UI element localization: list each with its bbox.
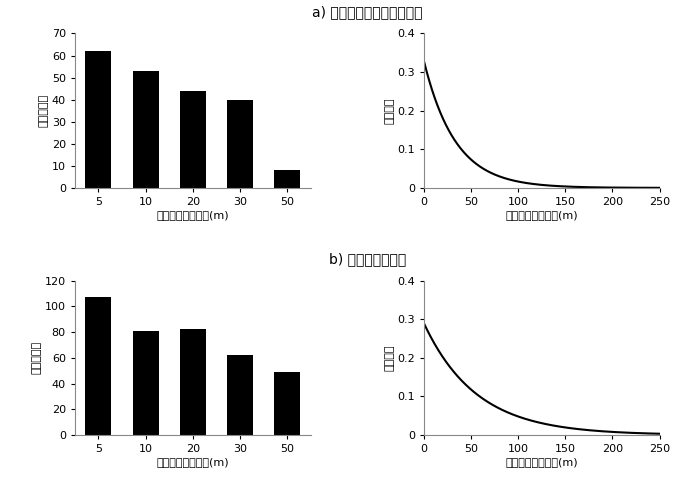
Y-axis label: 到達確率: 到達確率 (384, 98, 394, 124)
X-axis label: 放飼点からの距離(m): 放飼点からの距離(m) (505, 210, 578, 220)
X-axis label: 放飼点からの距離(m): 放飼点からの距離(m) (505, 457, 578, 467)
Bar (274, 372, 300, 435)
Bar (86, 51, 112, 188)
Bar (133, 331, 158, 435)
Bar (274, 170, 300, 188)
Bar (227, 99, 253, 188)
Y-axis label: 捕獲個体数: 捕獲個体数 (39, 94, 49, 127)
Text: b) ヤマトヨコバイ: b) ヤマトヨコバイ (328, 252, 406, 266)
X-axis label: 放飼点からの距離(m): 放飼点からの距離(m) (156, 210, 229, 220)
Y-axis label: 捕獲個体数: 捕獲個体数 (32, 341, 42, 374)
Bar (86, 297, 112, 435)
Text: a) タイワンマダラヨコバイ: a) タイワンマダラヨコバイ (312, 5, 422, 19)
Bar (180, 329, 205, 435)
X-axis label: 放飼点からの距離(m): 放飼点からの距離(m) (156, 457, 229, 467)
Bar (133, 71, 158, 188)
Bar (180, 91, 205, 188)
Y-axis label: 到達確率: 到達確率 (384, 345, 394, 371)
Bar (227, 355, 253, 435)
